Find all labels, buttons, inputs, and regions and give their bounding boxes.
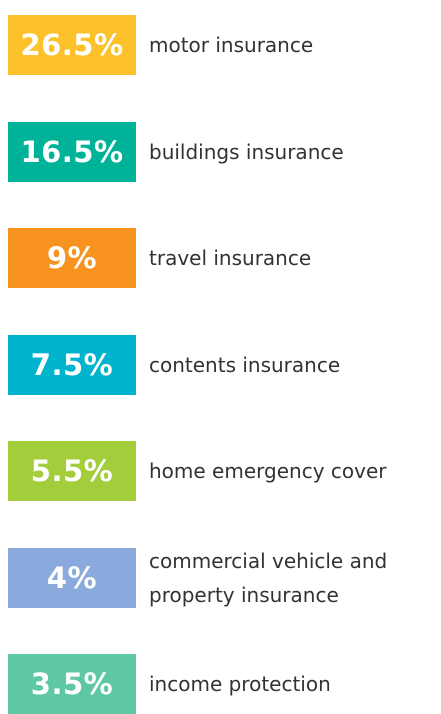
item-row: 3.5% income protection	[0, 654, 441, 714]
item-label: motor insurance	[149, 33, 314, 57]
percent-box: 5.5%	[8, 441, 136, 501]
item-label: commercial vehicle and property insuranc…	[149, 548, 388, 607]
item-label: travel insurance	[149, 246, 312, 270]
item-row: 7.5% contents insurance	[0, 334, 441, 395]
item-row: 9% travel insurance	[0, 228, 441, 288]
page: {"items": [ {"value": "26.5%", "label": …	[0, 15, 441, 714]
percent-box: 16.5%	[8, 121, 136, 182]
percent-box: 3.5%	[8, 654, 136, 714]
item-label: income protection	[149, 672, 331, 696]
item-label: contents insurance	[149, 352, 341, 377]
item-label: home emergency cover	[149, 459, 387, 483]
percent-box: 4%	[8, 547, 136, 608]
item-row: 4% commercial vehicle and property insura…	[0, 547, 441, 608]
percent-box: 26.5%	[8, 15, 136, 75]
percent-box: 9%	[8, 228, 136, 288]
item-row: 16.5% buildings insurance	[0, 121, 441, 182]
item-row: 5.5% home emergency cover	[0, 441, 441, 501]
percent-box: 7.5%	[8, 334, 136, 395]
item-row: 26.5% motor insurance	[0, 15, 441, 75]
item-label: buildings insurance	[149, 139, 344, 164]
